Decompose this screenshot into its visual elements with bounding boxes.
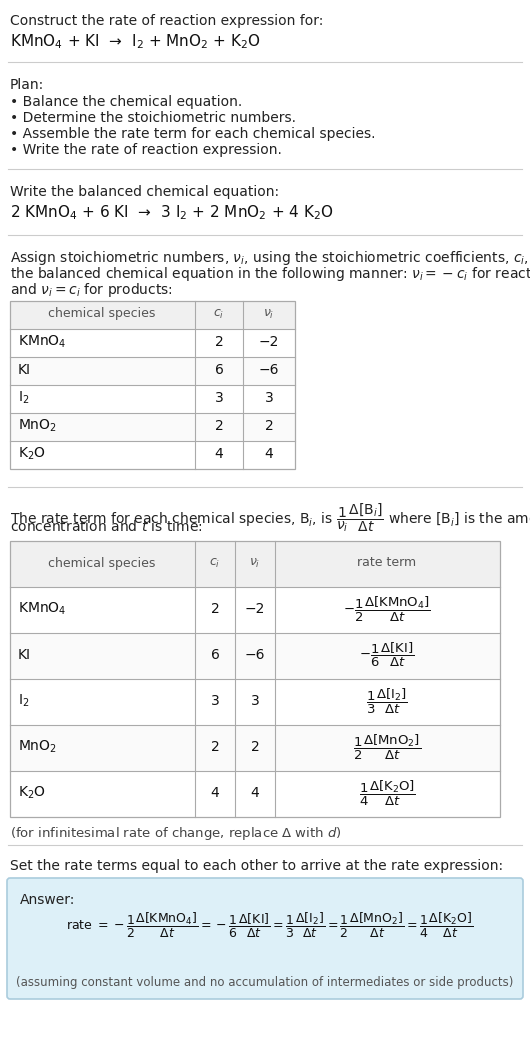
Bar xyxy=(10,541,500,817)
Text: K$_2$O: K$_2$O xyxy=(18,784,46,801)
Text: 6: 6 xyxy=(210,649,219,662)
Text: 3: 3 xyxy=(264,391,273,405)
Text: (assuming constant volume and no accumulation of intermediates or side products): (assuming constant volume and no accumul… xyxy=(16,976,514,990)
Text: −2: −2 xyxy=(245,602,265,616)
Bar xyxy=(10,385,295,413)
Text: Write the balanced chemical equation:: Write the balanced chemical equation: xyxy=(10,185,279,199)
Bar xyxy=(10,587,500,633)
Text: 2: 2 xyxy=(210,602,219,616)
Text: −6: −6 xyxy=(259,363,279,377)
Bar xyxy=(10,413,295,441)
Text: $\nu_i$: $\nu_i$ xyxy=(249,556,261,570)
Text: 2: 2 xyxy=(264,419,273,433)
Text: Construct the rate of reaction expression for:: Construct the rate of reaction expressio… xyxy=(10,14,323,28)
Text: KMnO$_4$ + KI  →  I$_2$ + MnO$_2$ + K$_2$O: KMnO$_4$ + KI → I$_2$ + MnO$_2$ + K$_2$O xyxy=(10,32,261,50)
Text: the balanced chemical equation in the following manner: $\nu_i = -c_i$ for react: the balanced chemical equation in the fo… xyxy=(10,265,530,283)
Text: 2: 2 xyxy=(210,740,219,754)
Text: Plan:: Plan: xyxy=(10,78,44,92)
Text: 2: 2 xyxy=(215,335,223,349)
Text: $-\dfrac{1}{6}\dfrac{\Delta[\mathrm{KI}]}{\Delta t}$: $-\dfrac{1}{6}\dfrac{\Delta[\mathrm{KI}]… xyxy=(359,641,414,669)
Text: 4: 4 xyxy=(215,447,223,461)
Text: concentration and $t$ is time:: concentration and $t$ is time: xyxy=(10,519,202,535)
Bar xyxy=(10,633,500,679)
Text: −6: −6 xyxy=(245,649,265,662)
Text: 3: 3 xyxy=(215,391,223,405)
Text: K$_2$O: K$_2$O xyxy=(18,446,46,462)
Text: 4: 4 xyxy=(251,786,259,800)
Bar xyxy=(10,725,500,771)
Text: KI: KI xyxy=(18,649,31,662)
Text: chemical species: chemical species xyxy=(48,308,156,320)
Bar xyxy=(10,301,295,469)
Text: Answer:: Answer: xyxy=(20,893,75,907)
Text: 2 KMnO$_4$ + 6 KI  →  3 I$_2$ + 2 MnO$_2$ + 4 K$_2$O: 2 KMnO$_4$ + 6 KI → 3 I$_2$ + 2 MnO$_2$ … xyxy=(10,203,334,222)
Text: $\dfrac{1}{2}\dfrac{\Delta[\mathrm{MnO_2}]}{\Delta t}$: $\dfrac{1}{2}\dfrac{\Delta[\mathrm{MnO_2… xyxy=(353,732,421,761)
Text: chemical species: chemical species xyxy=(48,556,156,569)
Text: Set the rate terms equal to each other to arrive at the rate expression:: Set the rate terms equal to each other t… xyxy=(10,859,503,873)
Text: $c_i$: $c_i$ xyxy=(214,308,225,320)
Text: KI: KI xyxy=(18,363,31,377)
Bar xyxy=(10,679,500,725)
Text: $\nu_i$: $\nu_i$ xyxy=(263,308,275,320)
Bar xyxy=(10,301,295,329)
Text: KMnO$_4$: KMnO$_4$ xyxy=(18,600,66,617)
Text: 6: 6 xyxy=(215,363,224,377)
FancyBboxPatch shape xyxy=(7,878,523,999)
Text: 4: 4 xyxy=(210,786,219,800)
Text: • Balance the chemical equation.: • Balance the chemical equation. xyxy=(10,95,242,109)
Text: rate $= -\dfrac{1}{2}\dfrac{\Delta[\mathrm{KMnO_4}]}{\Delta t} = -\dfrac{1}{6}\d: rate $= -\dfrac{1}{2}\dfrac{\Delta[\math… xyxy=(66,910,474,939)
Bar xyxy=(10,541,500,587)
Text: 3: 3 xyxy=(210,693,219,708)
Text: $-\dfrac{1}{2}\dfrac{\Delta[\mathrm{KMnO_4}]}{\Delta t}$: $-\dfrac{1}{2}\dfrac{\Delta[\mathrm{KMnO… xyxy=(343,594,431,623)
Text: $\dfrac{1}{3}\dfrac{\Delta[\mathrm{I_2}]}{\Delta t}$: $\dfrac{1}{3}\dfrac{\Delta[\mathrm{I_2}]… xyxy=(366,686,408,715)
Bar xyxy=(10,357,295,385)
Text: 2: 2 xyxy=(215,419,223,433)
Text: −2: −2 xyxy=(259,335,279,349)
Text: 4: 4 xyxy=(264,447,273,461)
Text: and $\nu_i = c_i$ for products:: and $\nu_i = c_i$ for products: xyxy=(10,281,173,299)
Text: • Assemble the rate term for each chemical species.: • Assemble the rate term for each chemic… xyxy=(10,127,375,141)
Text: KMnO$_4$: KMnO$_4$ xyxy=(18,334,66,350)
Text: I$_2$: I$_2$ xyxy=(18,390,30,406)
Text: MnO$_2$: MnO$_2$ xyxy=(18,417,57,434)
Text: MnO$_2$: MnO$_2$ xyxy=(18,738,57,755)
Text: $\dfrac{1}{4}\dfrac{\Delta[\mathrm{K_2O}]}{\Delta t}$: $\dfrac{1}{4}\dfrac{\Delta[\mathrm{K_2O}… xyxy=(358,778,416,808)
Text: 3: 3 xyxy=(251,693,259,708)
Text: $c_i$: $c_i$ xyxy=(209,556,220,570)
Bar xyxy=(10,441,295,469)
Text: I$_2$: I$_2$ xyxy=(18,692,30,709)
Bar xyxy=(10,771,500,817)
Bar xyxy=(10,329,295,357)
Text: The rate term for each chemical species, B$_i$, is $\dfrac{1}{\nu_i}\dfrac{\Delt: The rate term for each chemical species,… xyxy=(10,501,530,533)
Text: • Write the rate of reaction expression.: • Write the rate of reaction expression. xyxy=(10,143,282,157)
Text: rate term: rate term xyxy=(357,556,417,569)
Text: (for infinitesimal rate of change, replace Δ with $d$): (for infinitesimal rate of change, repla… xyxy=(10,825,342,842)
Text: 2: 2 xyxy=(251,740,259,754)
Text: Assign stoichiometric numbers, $\nu_i$, using the stoichiometric coefficients, $: Assign stoichiometric numbers, $\nu_i$, … xyxy=(10,249,530,267)
Text: • Determine the stoichiometric numbers.: • Determine the stoichiometric numbers. xyxy=(10,111,296,126)
